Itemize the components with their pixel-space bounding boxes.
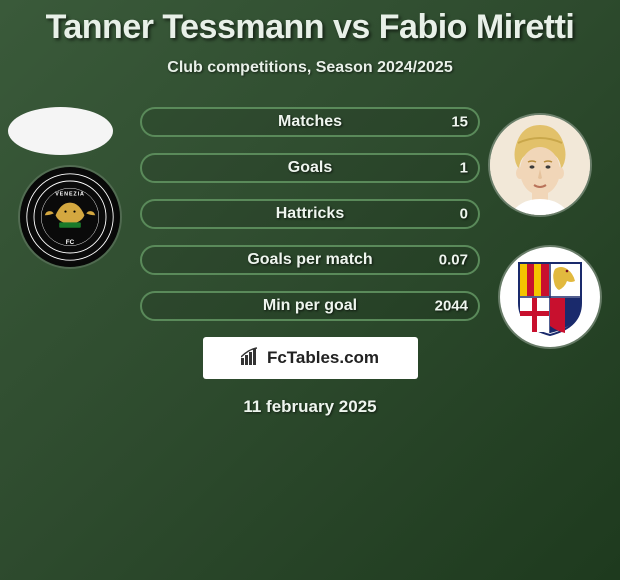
stat-row-hattricks: Hattricks 0: [140, 199, 480, 229]
stat-right-value: 2044: [435, 298, 468, 315]
svg-text:VENEZIA: VENEZIA: [55, 191, 85, 197]
stat-row-matches: Matches 15: [140, 107, 480, 137]
stat-row-min-per-goal: Min per goal 2044: [140, 291, 480, 321]
stat-right-value: 0: [460, 206, 468, 223]
stat-right-value: 15: [451, 114, 468, 131]
stat-right-value: 0.07: [439, 252, 468, 269]
genoa-crest-icon: [515, 257, 585, 337]
stat-label: Matches: [142, 113, 478, 131]
brand-text: FcTables.com: [267, 348, 379, 368]
page-subtitle: Club competitions, Season 2024/2025: [0, 59, 620, 77]
stat-label: Hattricks: [142, 205, 478, 223]
stat-row-goals-per-match: Goals per match 0.07: [140, 245, 480, 275]
club-right-badge: [500, 247, 600, 347]
brand-box: FcTables.com: [203, 337, 418, 379]
comparison-panel: VENEZIA FC: [0, 107, 620, 417]
player-portrait-icon: [490, 115, 590, 215]
stat-rows: Matches 15 Goals 1 Hattricks 0 Goals per…: [140, 107, 480, 321]
page-title: Tanner Tessmann vs Fabio Miretti: [0, 0, 620, 47]
player-right-avatar: [490, 115, 590, 215]
date-text: 11 february 2025: [0, 397, 620, 417]
stat-right-value: 1: [460, 160, 468, 177]
stat-label: Min per goal: [142, 297, 478, 315]
stat-label: Goals: [142, 159, 478, 177]
club-left-badge: VENEZIA FC: [20, 167, 120, 267]
stat-row-goals: Goals 1: [140, 153, 480, 183]
venezia-crest-icon: VENEZIA FC: [25, 172, 115, 262]
chart-bars-icon: [241, 347, 263, 370]
svg-text:FC: FC: [66, 239, 75, 246]
stat-label: Goals per match: [142, 251, 478, 269]
player-left-avatar: [8, 107, 113, 155]
